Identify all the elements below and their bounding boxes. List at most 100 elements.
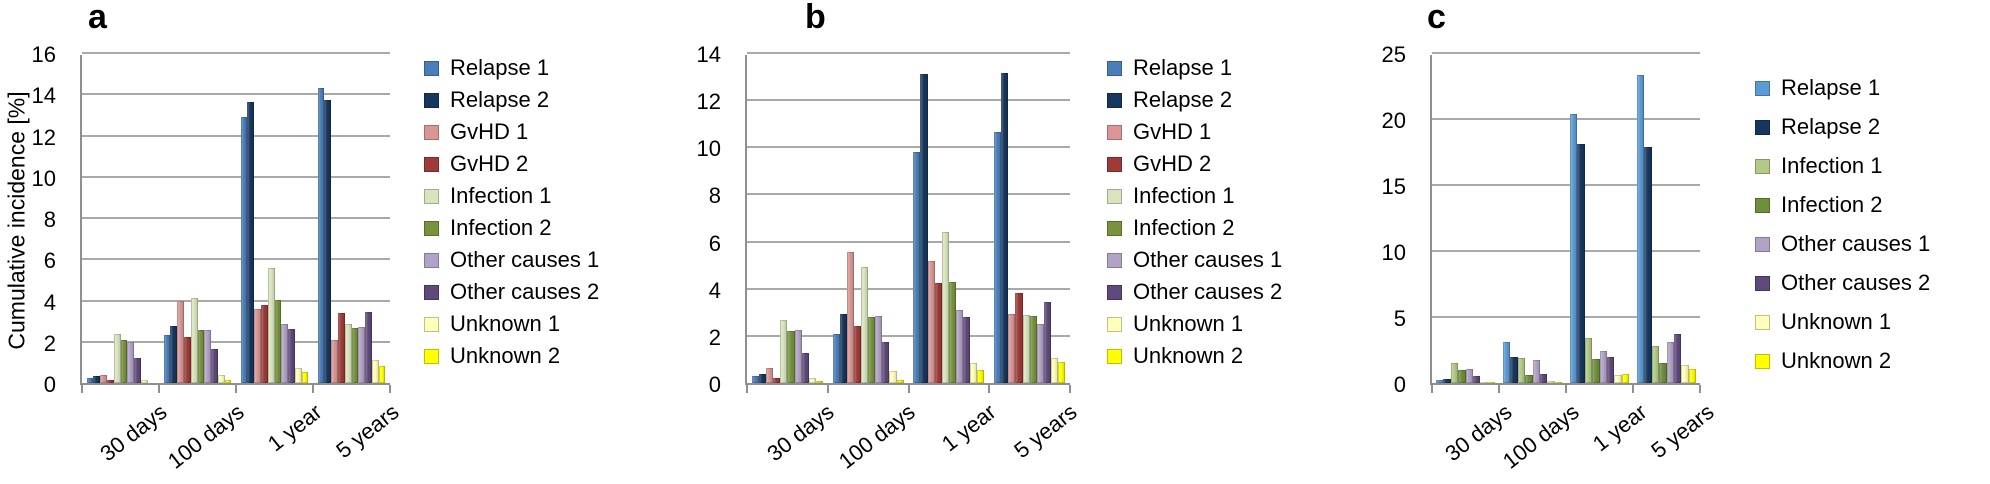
legend-item: GvHD 2 <box>1107 151 1282 177</box>
legend-item: Other causes 1 <box>1755 231 1930 257</box>
bar-infection-2 <box>197 329 205 383</box>
bar-relapse-2 <box>758 373 767 383</box>
legend-label: GvHD 1 <box>1133 119 1212 144</box>
category-group <box>909 55 990 383</box>
bar-unknown-1 <box>294 367 302 383</box>
category-group <box>989 55 1070 383</box>
bar-other-causes-2 <box>801 352 809 383</box>
bar-other-causes-1 <box>281 323 289 383</box>
bar-other-causes-1 <box>1599 350 1607 383</box>
x-tick-mark <box>1632 385 1634 393</box>
legend-label: Relapse 1 <box>1781 75 1881 100</box>
gridline <box>747 287 1070 290</box>
y-tick-label: 20 <box>1381 108 1406 133</box>
bar-other-causes-1 <box>1532 360 1540 383</box>
legend-label: Relapse 2 <box>1781 114 1881 139</box>
bar-unknown-1 <box>1681 364 1689 383</box>
legend-swatch-infection-2 <box>1107 220 1122 236</box>
x-category-label: 1 year <box>262 399 327 457</box>
legend-item: Relapse 2 <box>1755 114 1930 140</box>
bar-other-causes-1 <box>358 326 366 383</box>
y-tick-label: 2 <box>43 330 56 356</box>
bar-relapse-2 <box>1443 379 1451 383</box>
panel-label-a: a <box>88 0 107 36</box>
gridline <box>747 334 1070 337</box>
bar-other-causes-2 <box>1043 302 1051 383</box>
bar-gvhd-1 <box>766 367 774 383</box>
legend-label: Other causes 1 <box>450 247 600 272</box>
legend-swatch-other-causes-1 <box>1755 236 1770 252</box>
bar-cluster <box>1436 55 1496 383</box>
x-category-label: 5 years <box>1009 399 1082 464</box>
x-tick-mark <box>235 385 237 393</box>
gridline <box>1432 316 1700 318</box>
legend-label: Unknown 1 <box>1133 311 1244 336</box>
y-tick-label: 10 <box>1381 240 1406 265</box>
gridline <box>747 240 1070 243</box>
legend-label: GvHD 2 <box>1133 151 1212 176</box>
legend-swatch-unknown-1 <box>1755 314 1770 330</box>
bar-unknown-1 <box>889 371 897 383</box>
category-group <box>1566 55 1633 383</box>
bar-cluster <box>994 55 1066 383</box>
legend-item: Infection 1 <box>424 183 599 209</box>
bar-infection-1 <box>1517 358 1526 383</box>
legend-item: Other causes 1 <box>424 247 599 273</box>
gridline <box>747 193 1070 196</box>
legend-label: Relapse 1 <box>1133 55 1233 80</box>
legend-item: GvHD 1 <box>1107 119 1282 145</box>
gridline <box>1432 118 1700 120</box>
gridline <box>82 52 390 54</box>
legend-swatch-relapse-1 <box>1107 60 1122 76</box>
bar-gvhd-1 <box>1008 313 1016 383</box>
bar-infection-1 <box>1022 315 1030 383</box>
legend-label: Unknown 2 <box>450 343 561 368</box>
x-tick-mark <box>81 385 83 393</box>
bar-gvhd-2 <box>934 283 942 383</box>
bar-relapse-2 <box>324 100 332 383</box>
bar-gvhd-2 <box>773 378 781 383</box>
bar-gvhd-1 <box>177 301 184 383</box>
gridline <box>82 340 390 343</box>
bar-infection-2 <box>120 339 128 383</box>
x-category-label: 100 days <box>162 399 249 474</box>
bar-unknown-2 <box>815 380 823 383</box>
legend-item: Unknown 2 <box>1107 343 1282 369</box>
bar-infection-2 <box>1592 358 1600 383</box>
legend: Relapse 1 Relapse 2 Infection 1 Infection 2… <box>1755 75 1930 387</box>
panel-label-c: c <box>1427 0 1446 36</box>
bar-relapse-2 <box>93 375 101 383</box>
legend-label: Unknown 2 <box>1133 343 1244 368</box>
bar-unknown-2 <box>1058 361 1066 383</box>
legend-swatch-unknown-1 <box>424 316 439 332</box>
legend-swatch-unknown-2 <box>1755 353 1770 369</box>
gridline <box>82 134 390 137</box>
legend-label: Infection 2 <box>450 215 552 240</box>
y-tick-label: 12 <box>696 89 721 115</box>
plot-area: 30 days 100 days 1 year 5 years <box>80 52 404 474</box>
bar-gvhd-1 <box>331 339 338 383</box>
legend-label: Unknown 1 <box>1781 309 1892 334</box>
bar-cluster <box>163 55 232 383</box>
bar-unknown-2 <box>378 365 386 383</box>
legend-swatch-other-causes-2 <box>1107 284 1122 300</box>
bar-other-causes-2 <box>882 342 890 383</box>
legend-item: GvHD 1 <box>424 119 599 145</box>
bar-relapse-1 <box>86 377 94 383</box>
legend-swatch-other-causes-1 <box>424 252 439 268</box>
bar-relapse-2 <box>247 102 255 383</box>
bar-unknown-1 <box>1614 375 1622 383</box>
bar-other-causes-2 <box>211 349 218 383</box>
legend-label: Relapse 2 <box>450 87 550 112</box>
bar-relapse-1 <box>832 333 840 383</box>
bar-gvhd-2 <box>1015 292 1023 383</box>
legend-swatch-unknown-2 <box>1107 348 1122 364</box>
category-group <box>747 55 828 383</box>
legend-item: GvHD 2 <box>424 151 599 177</box>
category-group <box>82 55 159 383</box>
bar-gvhd-2 <box>260 305 268 383</box>
bar-infection-1 <box>1450 363 1459 383</box>
bar-gvhd-2 <box>337 313 345 383</box>
bar-clusters <box>82 55 390 383</box>
bar-cluster <box>751 55 823 383</box>
